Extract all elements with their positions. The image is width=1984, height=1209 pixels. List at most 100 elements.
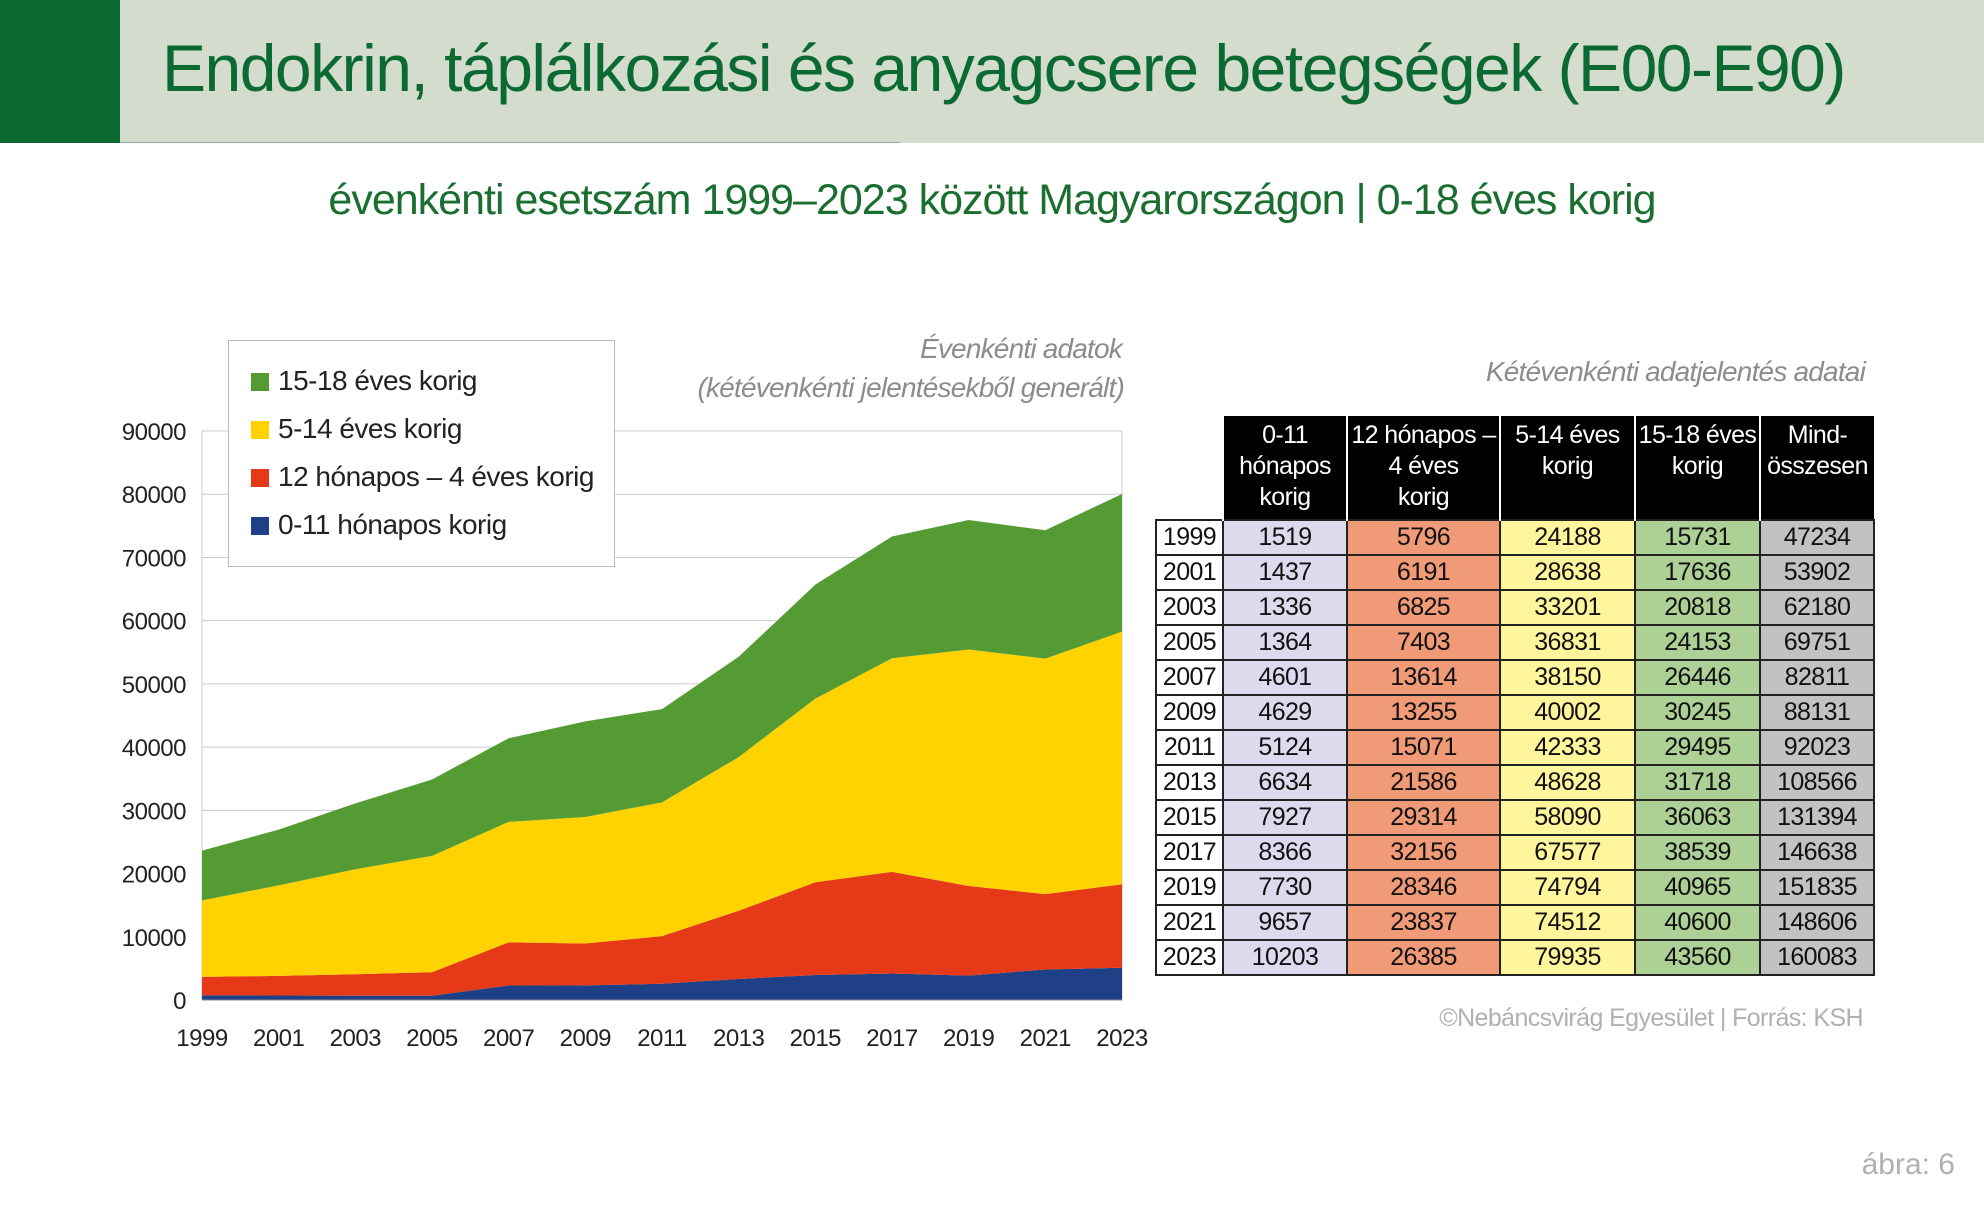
value-cell: 28638 <box>1499 554 1636 591</box>
value-cell: 47234 <box>1759 519 1875 556</box>
value-cell: 7927 <box>1222 799 1348 836</box>
credit-text: ©Nebáncsvirág Egyesület | Forrás: KSH <box>1439 1004 1863 1032</box>
legend-item: 12 hónapos – 4 éves korig <box>251 461 594 493</box>
legend-label: 15-18 éves korig <box>278 365 478 396</box>
header-bar <box>0 0 1984 143</box>
value-cell: 36831 <box>1499 624 1636 661</box>
value-cell: 33201 <box>1499 589 1636 626</box>
table-row: 1999 1519 5796 24188 15731 47234 <box>1155 519 1875 556</box>
table-header-row: 0-11 hónapos korig 12 hónapos – 4 éves ko… <box>1156 416 1874 520</box>
year-cell: 2019 <box>1155 869 1224 906</box>
column-header: 5-14 éves korig <box>1499 416 1635 520</box>
x-tick-label: 2015 <box>790 1025 842 1052</box>
column-header: Mind- összesen <box>1759 416 1874 520</box>
value-cell: 26446 <box>1634 659 1761 696</box>
value-cell: 40002 <box>1499 694 1636 731</box>
value-cell: 131394 <box>1759 799 1875 836</box>
value-cell: 40965 <box>1634 869 1761 906</box>
value-cell: 29314 <box>1346 799 1501 836</box>
table-row: 2009 4629 13255 40002 30245 88131 <box>1155 694 1875 731</box>
column-header: 0-11 hónapos korig <box>1222 416 1347 520</box>
value-cell: 17636 <box>1634 554 1761 591</box>
table-row: 2021 9657 23837 74512 40600 148606 <box>1155 904 1875 941</box>
column-header: 12 hónapos – 4 éves korig <box>1346 416 1500 520</box>
value-cell: 13614 <box>1346 659 1501 696</box>
chart-legend: 15-18 éves korig 5-14 éves korig 12 hóna… <box>228 340 615 567</box>
year-cell: 2021 <box>1155 904 1224 941</box>
figure-label: ábra: 6 <box>1861 1148 1955 1181</box>
value-cell: 108566 <box>1759 764 1875 801</box>
brand-square <box>0 0 120 143</box>
year-cell: 1999 <box>1155 519 1224 556</box>
value-cell: 160083 <box>1759 939 1875 976</box>
value-cell: 151835 <box>1759 869 1875 906</box>
year-cell: 2009 <box>1155 694 1224 731</box>
value-cell: 4601 <box>1222 659 1348 696</box>
value-cell: 23837 <box>1346 904 1501 941</box>
legend-item: 0-11 hónapos korig <box>251 509 507 541</box>
x-tick-label: 2001 <box>253 1025 305 1052</box>
value-cell: 146638 <box>1759 834 1875 871</box>
header-divider <box>120 142 900 143</box>
value-cell: 28346 <box>1346 869 1501 906</box>
legend-swatch <box>251 421 269 439</box>
area-series-2 <box>202 631 1122 977</box>
area-series-3 <box>202 493 1122 901</box>
value-cell: 148606 <box>1759 904 1875 941</box>
value-cell: 67577 <box>1499 834 1636 871</box>
year-cell: 2005 <box>1155 624 1224 661</box>
x-tick-label: 2005 <box>406 1025 458 1052</box>
x-tick-label: 2013 <box>713 1025 765 1052</box>
x-tick-label: 2009 <box>560 1025 612 1052</box>
value-cell: 7730 <box>1222 869 1348 906</box>
legend-label: 0-11 hónapos korig <box>278 509 507 540</box>
table-row: 2023 10203 26385 79935 43560 160083 <box>1155 939 1875 976</box>
value-cell: 38539 <box>1634 834 1761 871</box>
value-cell: 15071 <box>1346 729 1501 766</box>
value-cell: 24188 <box>1499 519 1636 556</box>
value-cell: 5796 <box>1346 519 1501 556</box>
value-cell: 29495 <box>1634 729 1761 766</box>
value-cell: 15731 <box>1634 519 1761 556</box>
legend-swatch <box>251 517 269 535</box>
value-cell: 6191 <box>1346 554 1501 591</box>
value-cell: 26385 <box>1346 939 1501 976</box>
legend-swatch <box>251 469 269 487</box>
y-tick-label: 50000 <box>122 672 186 699</box>
year-cell: 2001 <box>1155 554 1224 591</box>
value-cell: 1336 <box>1222 589 1348 626</box>
value-cell: 74794 <box>1499 869 1636 906</box>
table-corner <box>1156 416 1223 520</box>
year-cell: 2003 <box>1155 589 1224 626</box>
value-cell: 82811 <box>1759 659 1875 696</box>
value-cell: 21586 <box>1346 764 1501 801</box>
y-tick-label: 60000 <box>122 609 186 636</box>
value-cell: 79935 <box>1499 939 1636 976</box>
value-cell: 31718 <box>1634 764 1761 801</box>
value-cell: 5124 <box>1222 729 1348 766</box>
value-cell: 92023 <box>1759 729 1875 766</box>
table-row: 2013 6634 21586 48628 31718 108566 <box>1155 764 1875 801</box>
value-cell: 10203 <box>1222 939 1348 976</box>
value-cell: 42333 <box>1499 729 1636 766</box>
y-tick-label: 30000 <box>122 798 186 825</box>
y-tick-label: 10000 <box>122 925 186 952</box>
page-subtitle: évenkénti esetszám 1999–2023 között Magy… <box>328 176 1656 224</box>
y-tick-label: 0 <box>173 988 186 1015</box>
value-cell: 20818 <box>1634 589 1761 626</box>
table-title: Kétévenkénti adatjelentés adatai <box>1485 356 1866 387</box>
year-cell: 2017 <box>1155 834 1224 871</box>
value-cell: 62180 <box>1759 589 1875 626</box>
value-cell: 32156 <box>1346 834 1501 871</box>
value-cell: 9657 <box>1222 904 1348 941</box>
value-cell: 43560 <box>1634 939 1761 976</box>
x-tick-label: 2003 <box>330 1025 382 1052</box>
legend-label: 5-14 éves korig <box>278 413 462 444</box>
table-row: 2005 1364 7403 36831 24153 69751 <box>1155 624 1875 661</box>
y-tick-label: 20000 <box>122 862 186 889</box>
value-cell: 38150 <box>1499 659 1636 696</box>
chart-note-title: Évenkénti adatok <box>919 333 1123 364</box>
x-tick-label: 2017 <box>866 1025 918 1052</box>
value-cell: 1364 <box>1222 624 1348 661</box>
